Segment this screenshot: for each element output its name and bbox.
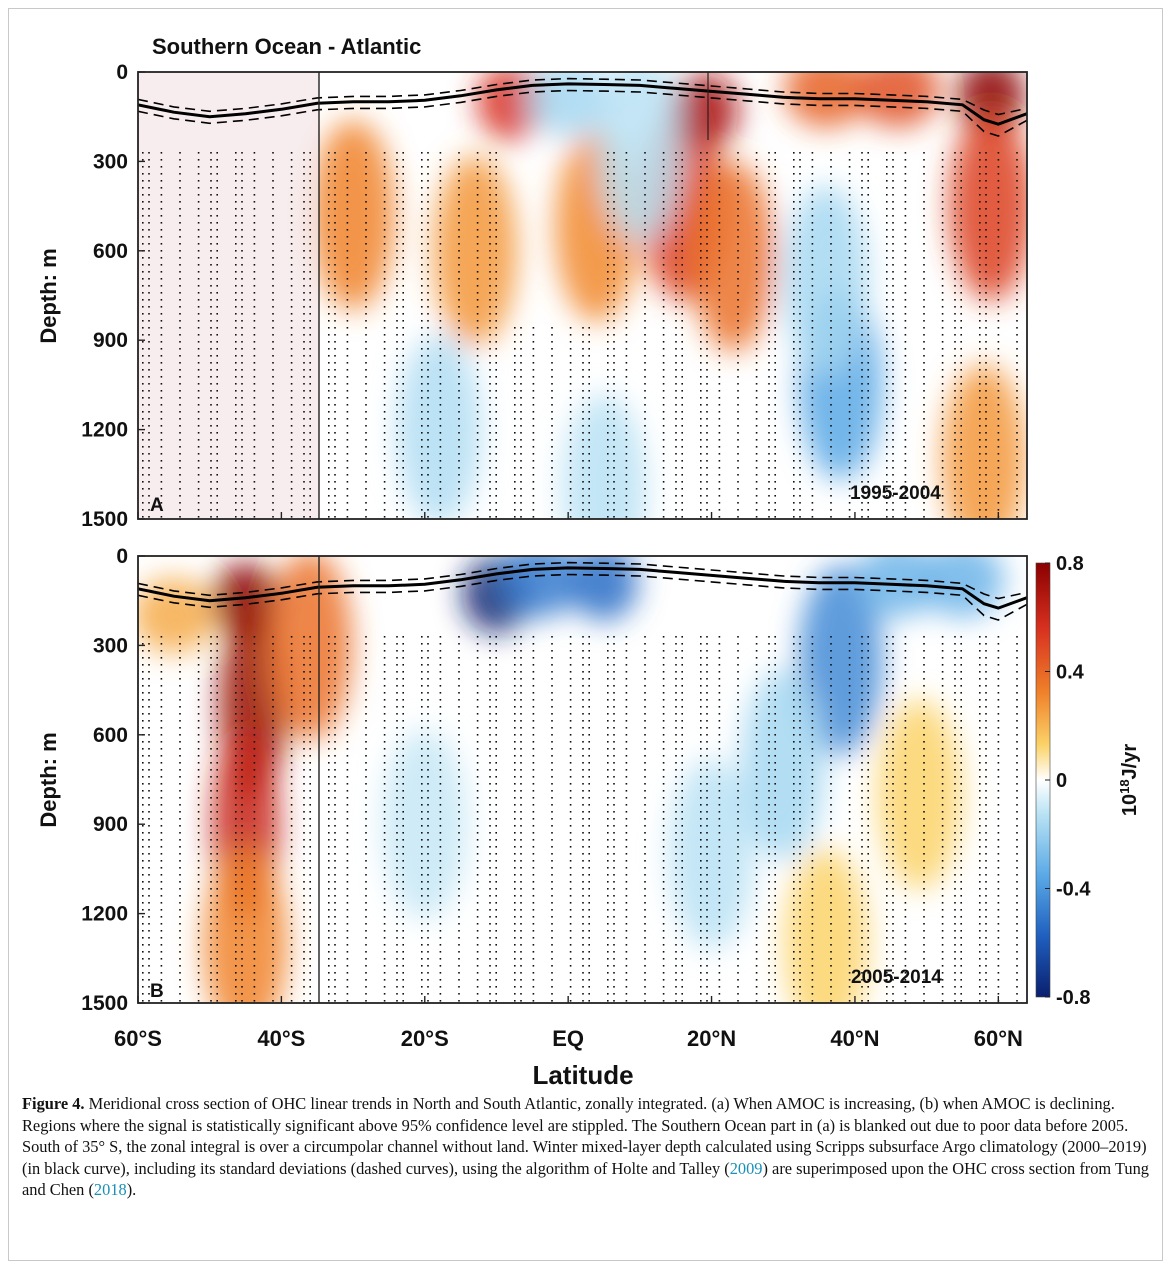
panel-b-blob-12 — [741, 669, 826, 860]
panel-a-stipple — [142, 152, 1018, 518]
citation-link-tung-chen[interactable]: 2018 — [93, 1180, 127, 1200]
mixed-layer-std-lower — [138, 89, 1027, 137]
panel-b-blob-14 — [382, 729, 467, 920]
panel-a-stipple-dots — [142, 152, 1018, 518]
panel-a-blob-17 — [597, 72, 682, 242]
y-tick-label: 300 — [93, 634, 128, 657]
panel-b-blobs — [138, 556, 1005, 1003]
panel-a-period: 1995-2004 — [850, 483, 941, 504]
blanked-region — [138, 72, 319, 519]
y-tick-label: 0 — [116, 545, 128, 568]
figure-title: Southern Ocean - Atlantic — [152, 34, 421, 59]
y-tick-label: 1200 — [81, 903, 128, 926]
y-tick-label: 300 — [93, 150, 128, 173]
panel-b-letter: B — [150, 981, 164, 1002]
panel-a-blob-11 — [941, 364, 1026, 519]
panel-b-blob-13 — [669, 759, 754, 949]
mixed-layer-std-upper — [138, 561, 1027, 600]
panel-a-axes — [137, 71, 1028, 520]
panel-a-letter: A — [150, 495, 164, 516]
y-tick-label: 600 — [93, 240, 128, 263]
y-tick-label: 600 — [93, 724, 128, 747]
x-tick-label: 20°N — [687, 1026, 736, 1051]
mixed-layer-curve — [138, 82, 1027, 126]
citation-link-holte-talley[interactable]: 2009 — [729, 1158, 763, 1178]
panel-a-ylabel: Depth: m — [36, 248, 61, 343]
figure-frame — [8, 8, 1163, 1261]
panel-a-blobs — [311, 72, 1027, 519]
y-tick-label: 900 — [93, 813, 128, 836]
colorbar: 0.8 0.4 0 -0.4 -0.8 1018J/yr — [1035, 553, 1142, 1009]
panel-b-blob-4 — [268, 556, 353, 741]
panel-b-blob-8 — [570, 556, 638, 621]
colorbar-tick-label: 0.4 — [1056, 662, 1085, 684]
x-axis-label: Latitude — [532, 1060, 633, 1090]
panel-b-ticks: 0 300 600 900 1200 1500 — [81, 545, 1000, 1015]
panel-b-blob-7 — [497, 556, 582, 618]
panel-a-heatmap — [311, 72, 1027, 519]
panel-a-blob-16 — [526, 72, 611, 137]
panel-a-blob-9 — [957, 72, 1026, 134]
colorbar-tick-label: -0.8 — [1056, 987, 1090, 1009]
caption-text-2: ) are superimposed upon the OHC cross se… — [22, 1158, 1149, 1200]
x-tick-label: 60°N — [974, 1026, 1023, 1051]
panel-b-blob-16 — [784, 848, 869, 1003]
panel-b-period: 2005-2014 — [851, 967, 942, 988]
panel-b-axes — [137, 555, 1028, 1004]
panel-a-blob-0 — [311, 120, 396, 311]
colorbar-tick-label: 0 — [1056, 770, 1067, 792]
panel-b-blob-9 — [798, 565, 883, 756]
panel-a: 0 300 600 900 1200 1500 A 1995-2004 Depth: m — [36, 61, 1028, 531]
panel-b-stipple — [142, 636, 1018, 1002]
panel-a-blob-13 — [784, 185, 869, 376]
panel-b-mixed-layer — [138, 561, 1027, 621]
panel-b-blob-3 — [203, 848, 288, 1003]
panel-b-heatmap — [138, 556, 1005, 1003]
panel-a-blob-14 — [397, 334, 482, 519]
panel-b-blob-15 — [877, 699, 962, 890]
caption-text-1: Meridional cross section of OHC linear t… — [22, 1094, 1147, 1178]
x-tick-label: 40°S — [257, 1026, 305, 1051]
mixed-layer-std-lower — [138, 573, 1027, 621]
x-tick-label: EQ — [552, 1026, 584, 1051]
colorbar-label-exp: 18 — [1117, 779, 1132, 793]
panel-a-blob-10 — [949, 111, 1027, 302]
figure-caption: Figure 4. Meridional cross section of OH… — [22, 1093, 1150, 1201]
y-tick-label: 1200 — [81, 419, 128, 442]
panel-a-blob-8 — [855, 72, 940, 128]
y-tick-label: 0 — [116, 61, 128, 84]
panel-a-mixed-layer — [138, 77, 1027, 137]
colorbar-label-unit: J/yr — [1119, 744, 1141, 780]
y-tick-label: 900 — [93, 329, 128, 352]
panel-a-ticks: 0 300 600 900 1200 1500 — [81, 61, 1000, 531]
panel-b-stipple-dots — [142, 636, 1018, 1002]
x-tick-labels: 60°S 40°S 20°S EQ 20°N 40°N 60°N — [114, 1026, 1023, 1051]
mixed-layer-std-upper — [138, 77, 1027, 116]
colorbar-label-base: 10 — [1119, 794, 1141, 816]
x-tick-label: 40°N — [830, 1026, 879, 1051]
colorbar-tick-label: -0.4 — [1056, 879, 1091, 901]
mixed-layer-curve — [138, 566, 1027, 610]
panel-b-blob-10 — [855, 556, 940, 618]
panel-a-blob-7 — [784, 72, 869, 128]
colorbar-tick-label: 0.8 — [1056, 553, 1084, 575]
panel-b: 0 300 600 900 1200 1500 B 2005-2014 Depth: m — [36, 545, 1028, 1015]
panel-b-ylabel: Depth: m — [36, 732, 61, 827]
x-tick-label: 20°S — [401, 1026, 449, 1051]
figure: Southern Ocean - Atlantic 0 300 600 900 1200… — [36, 34, 1142, 1090]
caption-label: Figure 4. — [22, 1094, 85, 1113]
panel-b-blob-5 — [138, 577, 216, 654]
colorbar-ticks: 0.8 0.4 0 -0.4 -0.8 — [1045, 553, 1091, 1009]
x-tick-label: 60°S — [114, 1026, 162, 1051]
panel-a-blob-6 — [691, 161, 776, 352]
caption-text-3: ). — [126, 1180, 137, 1200]
panel-a-blob-1 — [432, 155, 517, 346]
y-tick-label: 1500 — [81, 508, 128, 531]
y-tick-label: 1500 — [81, 992, 128, 1015]
colorbar-label: 1018J/yr — [1117, 744, 1142, 817]
